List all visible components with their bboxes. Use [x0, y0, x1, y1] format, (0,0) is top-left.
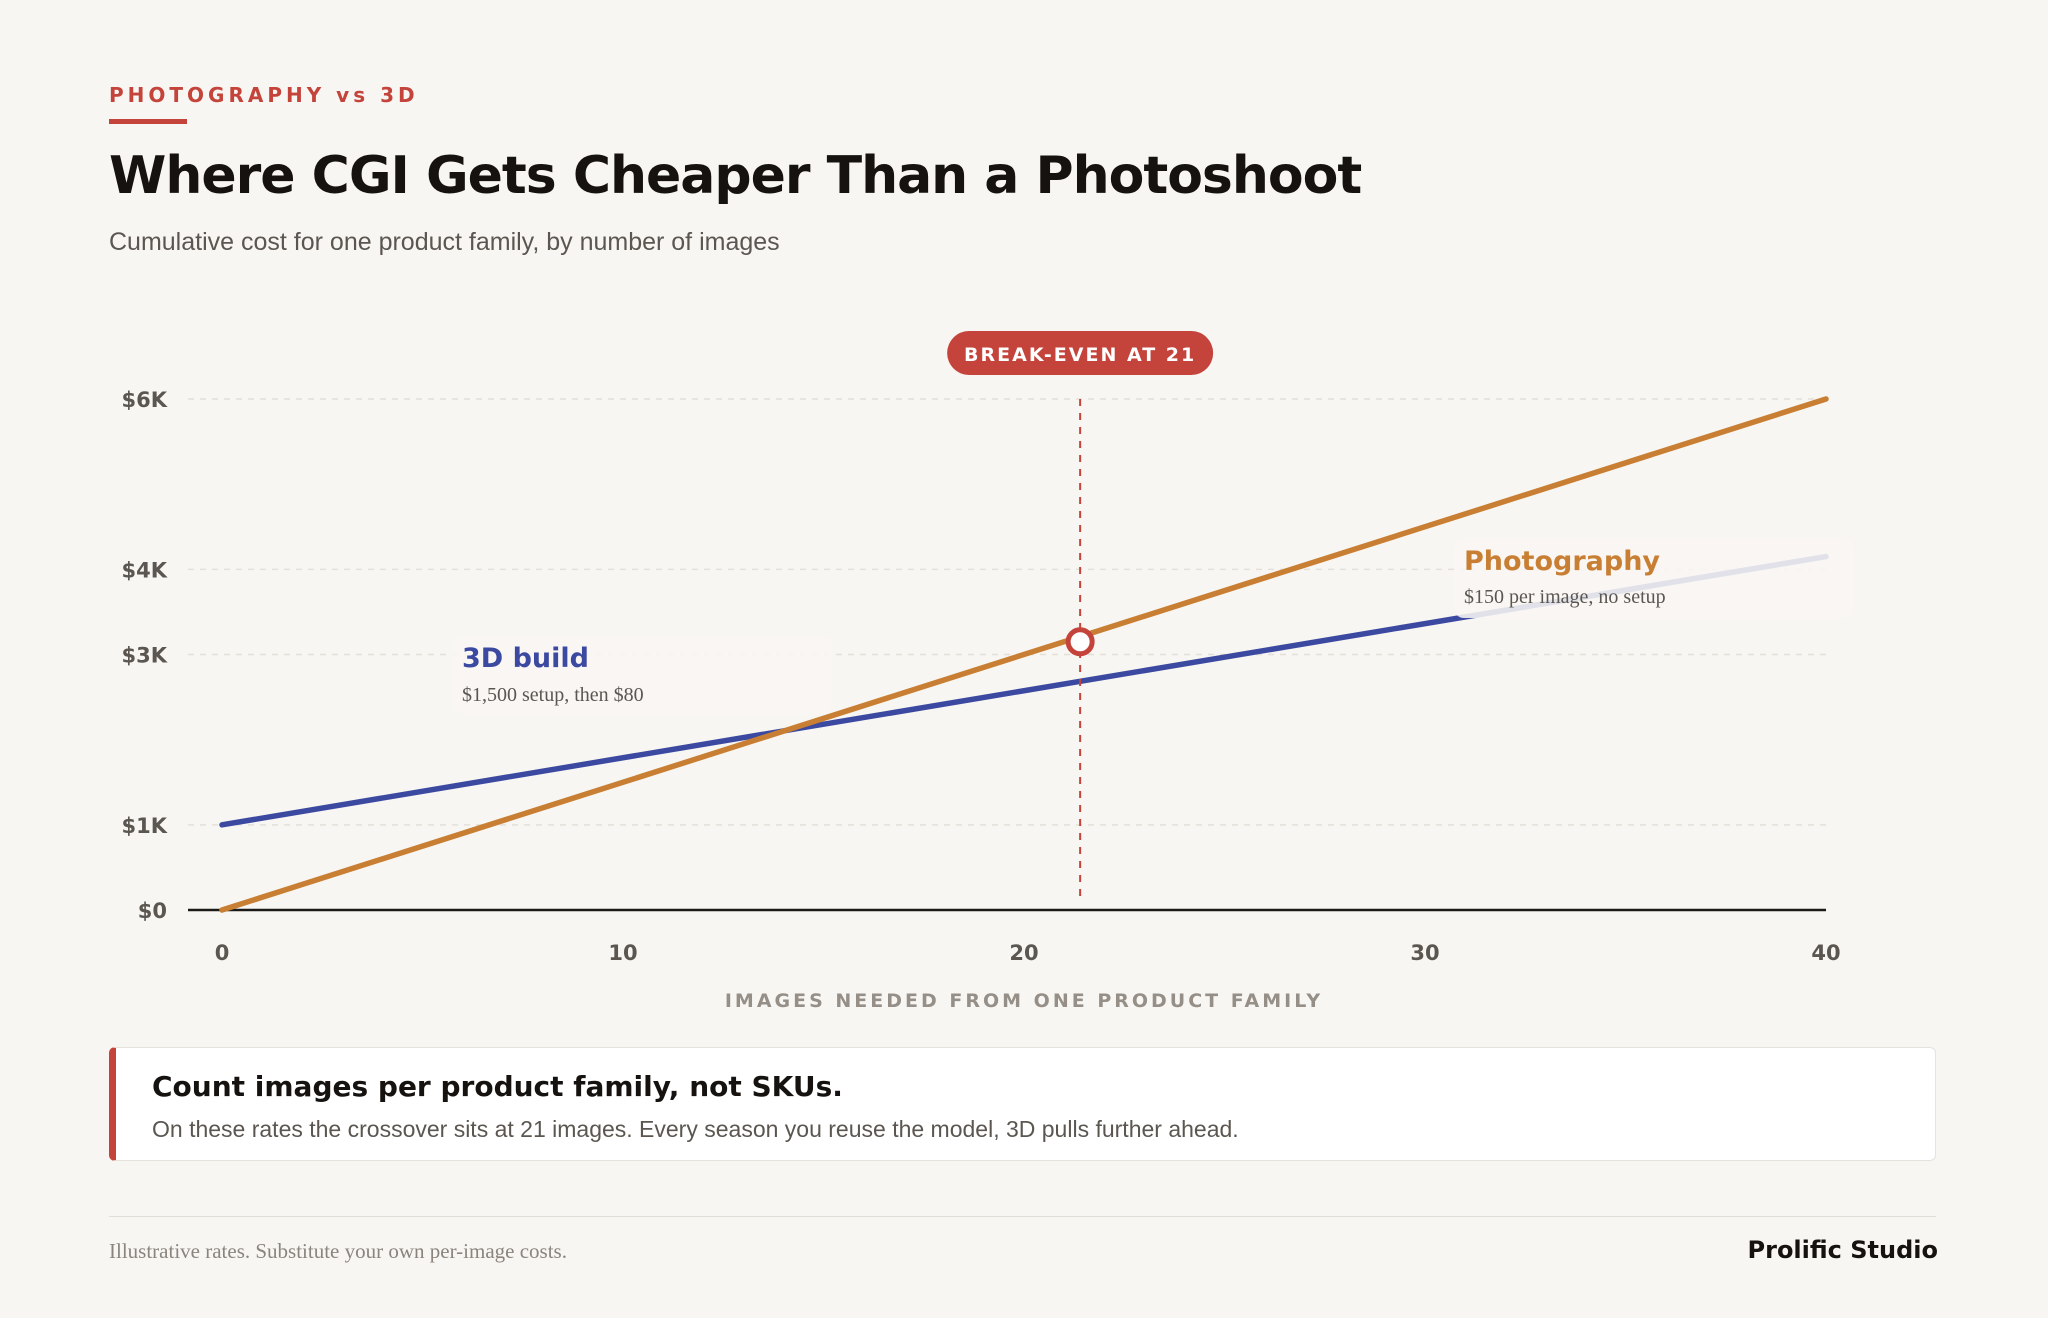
insight-callout: Count images per product family, not SKU…	[109, 1047, 1936, 1161]
series-label-3d-build: 3D build	[462, 643, 589, 674]
series-label-halo	[1454, 538, 1854, 618]
x-tick-label: 40	[1811, 941, 1840, 965]
x-tick-label: 20	[1009, 941, 1038, 965]
page-title: Where CGI Gets Cheaper Than a Photoshoot	[109, 146, 1362, 206]
callout-title: Count images per product family, not SKU…	[152, 1070, 843, 1103]
brand-name: Prolific Studio	[1747, 1236, 1938, 1264]
eyebrow-underline	[109, 119, 187, 124]
series-line-photography	[219, 396, 1829, 913]
grid-layer	[188, 398, 1826, 826]
x-tick-label: 0	[215, 941, 230, 965]
cost-line-chart: $0 $1K $3K $4K $6K 0 10 20 30 40 IMAGES NEEDED FRO…	[121, 331, 1854, 1012]
footnote: Illustrative rates. Substitute your own …	[109, 1239, 567, 1263]
break-even-label: BREAK-EVEN AT 21	[964, 344, 1196, 366]
y-tick-label: $4K	[122, 558, 168, 582]
break-even-marker	[1065, 627, 1095, 657]
callout-body: On these rates the crossover sits at 21 …	[152, 1116, 1239, 1142]
series-note-photography: $150 per image, no setup	[1464, 586, 1666, 608]
y-tick-label: $1K	[122, 814, 168, 838]
eyebrow-label: PHOTOGRAPHY vs 3D	[109, 83, 419, 107]
series-label-photography: Photography	[1464, 546, 1660, 577]
annotation-layer: 3D build $1,500 setup, then $80 Photograph…	[452, 331, 1854, 902]
axis-layer: $0 $1K $3K $4K $6K 0 10 20 30 40 IMAGES NEEDED FRO…	[122, 388, 1841, 1012]
y-tick-label: $6K	[122, 388, 168, 412]
page-subtitle: Cumulative cost for one product family, …	[109, 228, 780, 256]
x-tick-label: 10	[608, 941, 637, 965]
y-tick-label: $3K	[122, 644, 168, 668]
x-tick-label: 30	[1410, 941, 1439, 965]
break-even-badge	[947, 331, 1214, 375]
series-note-3d-build: $1,500 setup, then $80	[462, 684, 644, 706]
footer-divider	[109, 1216, 1936, 1217]
series-label-halo	[452, 636, 832, 714]
x-axis-title: IMAGES NEEDED FROM ONE PRODUCT FAMILY	[725, 990, 1323, 1012]
y-tick-label: $0	[138, 899, 167, 923]
